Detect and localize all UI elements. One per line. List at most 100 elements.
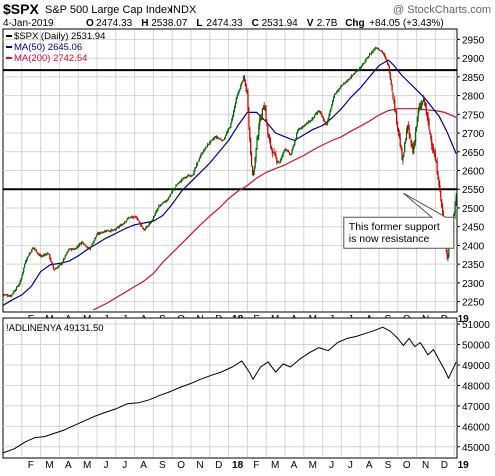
candle-body: [87, 246, 89, 248]
candle-body: [159, 205, 161, 207]
candle-body: [60, 263, 63, 265]
candle-body: [327, 117, 329, 122]
candle-body: [304, 124, 306, 126]
candle-body: [202, 152, 204, 154]
candle-body: [326, 121, 328, 126]
candle-body: [104, 230, 106, 233]
candle-body: [359, 67, 362, 69]
candle-body: [370, 52, 372, 55]
candle-body: [190, 175, 192, 177]
candle-body: [102, 231, 104, 233]
candle-body: [71, 248, 73, 250]
candle-body: [120, 224, 122, 227]
candle-body: [140, 223, 142, 226]
candle-body: [349, 78, 351, 80]
candle-body: [147, 225, 149, 227]
candle-body: [415, 126, 418, 131]
candle-body: [314, 114, 316, 118]
candle-body: [439, 184, 441, 190]
candle-body: [42, 255, 44, 257]
candle-body: [297, 129, 300, 132]
candle-body: [353, 73, 355, 75]
candle-body: [372, 49, 374, 52]
ad-xtick-label-9: N: [196, 460, 203, 471]
ad-legend-entry-0: !ADLINENYA 49131.50: [6, 323, 104, 334]
ad-xtick-label-4: J: [103, 460, 108, 471]
candle-body: [94, 238, 96, 241]
candle-body: [221, 140, 223, 141]
ad-xtick-label-8: O: [177, 460, 185, 471]
candle-body: [127, 217, 129, 219]
candle-body: [386, 59, 388, 62]
ad-xtick-label-5: J: [122, 460, 127, 471]
candle-body: [254, 157, 256, 168]
candle-body: [172, 189, 174, 191]
candle-body: [107, 230, 109, 232]
candle-body: [325, 124, 327, 125]
candle-body: [417, 111, 419, 118]
candle-body: [108, 230, 110, 232]
candle-body: [182, 177, 184, 180]
candle-body: [130, 216, 132, 218]
candle-body: [136, 217, 138, 220]
candle-body: [132, 216, 134, 218]
candle-body: [194, 168, 196, 171]
ad-xtick-label-17: J: [348, 460, 353, 471]
candle-body: [412, 146, 414, 153]
candle-body: [81, 241, 83, 243]
quote-value-5: +84.05 (+3.43%): [369, 18, 444, 29]
candle-body: [333, 93, 336, 98]
candle-body: [152, 216, 155, 220]
candle-body: [273, 152, 275, 154]
candle-body: [224, 136, 227, 138]
candle-body: [144, 228, 146, 231]
candle-body: [169, 195, 171, 197]
candle-body: [362, 63, 364, 65]
horizontal-levels: [3, 69, 457, 191]
candle-body: [308, 121, 310, 123]
candle-body: [25, 259, 28, 262]
candle-body: [319, 110, 321, 113]
candle-body: [315, 113, 318, 115]
candle-body: [74, 248, 76, 250]
candle-body: [138, 220, 140, 222]
candle-body: [424, 102, 427, 107]
candle-body: [208, 143, 210, 145]
candle-body: [113, 229, 115, 231]
candle-body: [411, 143, 413, 148]
candle-body: [335, 92, 337, 94]
candle-body: [99, 232, 101, 234]
candle-body: [149, 222, 151, 225]
candle-body: [148, 224, 150, 226]
candle-body: [323, 118, 325, 121]
candle-body: [425, 107, 427, 114]
candle-body: [211, 139, 213, 141]
candle-body: [429, 129, 431, 134]
candle-body: [243, 76, 245, 81]
candle-body: [237, 92, 239, 96]
candle-body: [77, 245, 79, 247]
candle-body: [331, 104, 333, 109]
candle-body: [240, 84, 242, 90]
candle-body: [219, 138, 221, 140]
candle-body: [222, 139, 224, 142]
candle-body: [281, 155, 283, 158]
candle-body: [168, 196, 170, 200]
candle-body: [241, 82, 243, 85]
candle-body: [201, 153, 203, 155]
price-ytick-label-5: 2500: [462, 204, 485, 215]
candle-body: [253, 167, 255, 172]
candle-body: [203, 149, 205, 153]
candle-body: [374, 48, 376, 50]
candle-body: [328, 114, 330, 118]
candle-body: [344, 81, 346, 84]
candle-body: [433, 153, 436, 155]
candle-body: [269, 138, 272, 146]
candle-body: [434, 153, 436, 161]
candle-body: [36, 252, 38, 254]
candle-body: [170, 192, 173, 194]
candle-body: [388, 65, 391, 74]
candle-body: [453, 213, 455, 217]
candle-body: [342, 83, 345, 85]
quote-value-0: 2474.33: [96, 18, 133, 29]
